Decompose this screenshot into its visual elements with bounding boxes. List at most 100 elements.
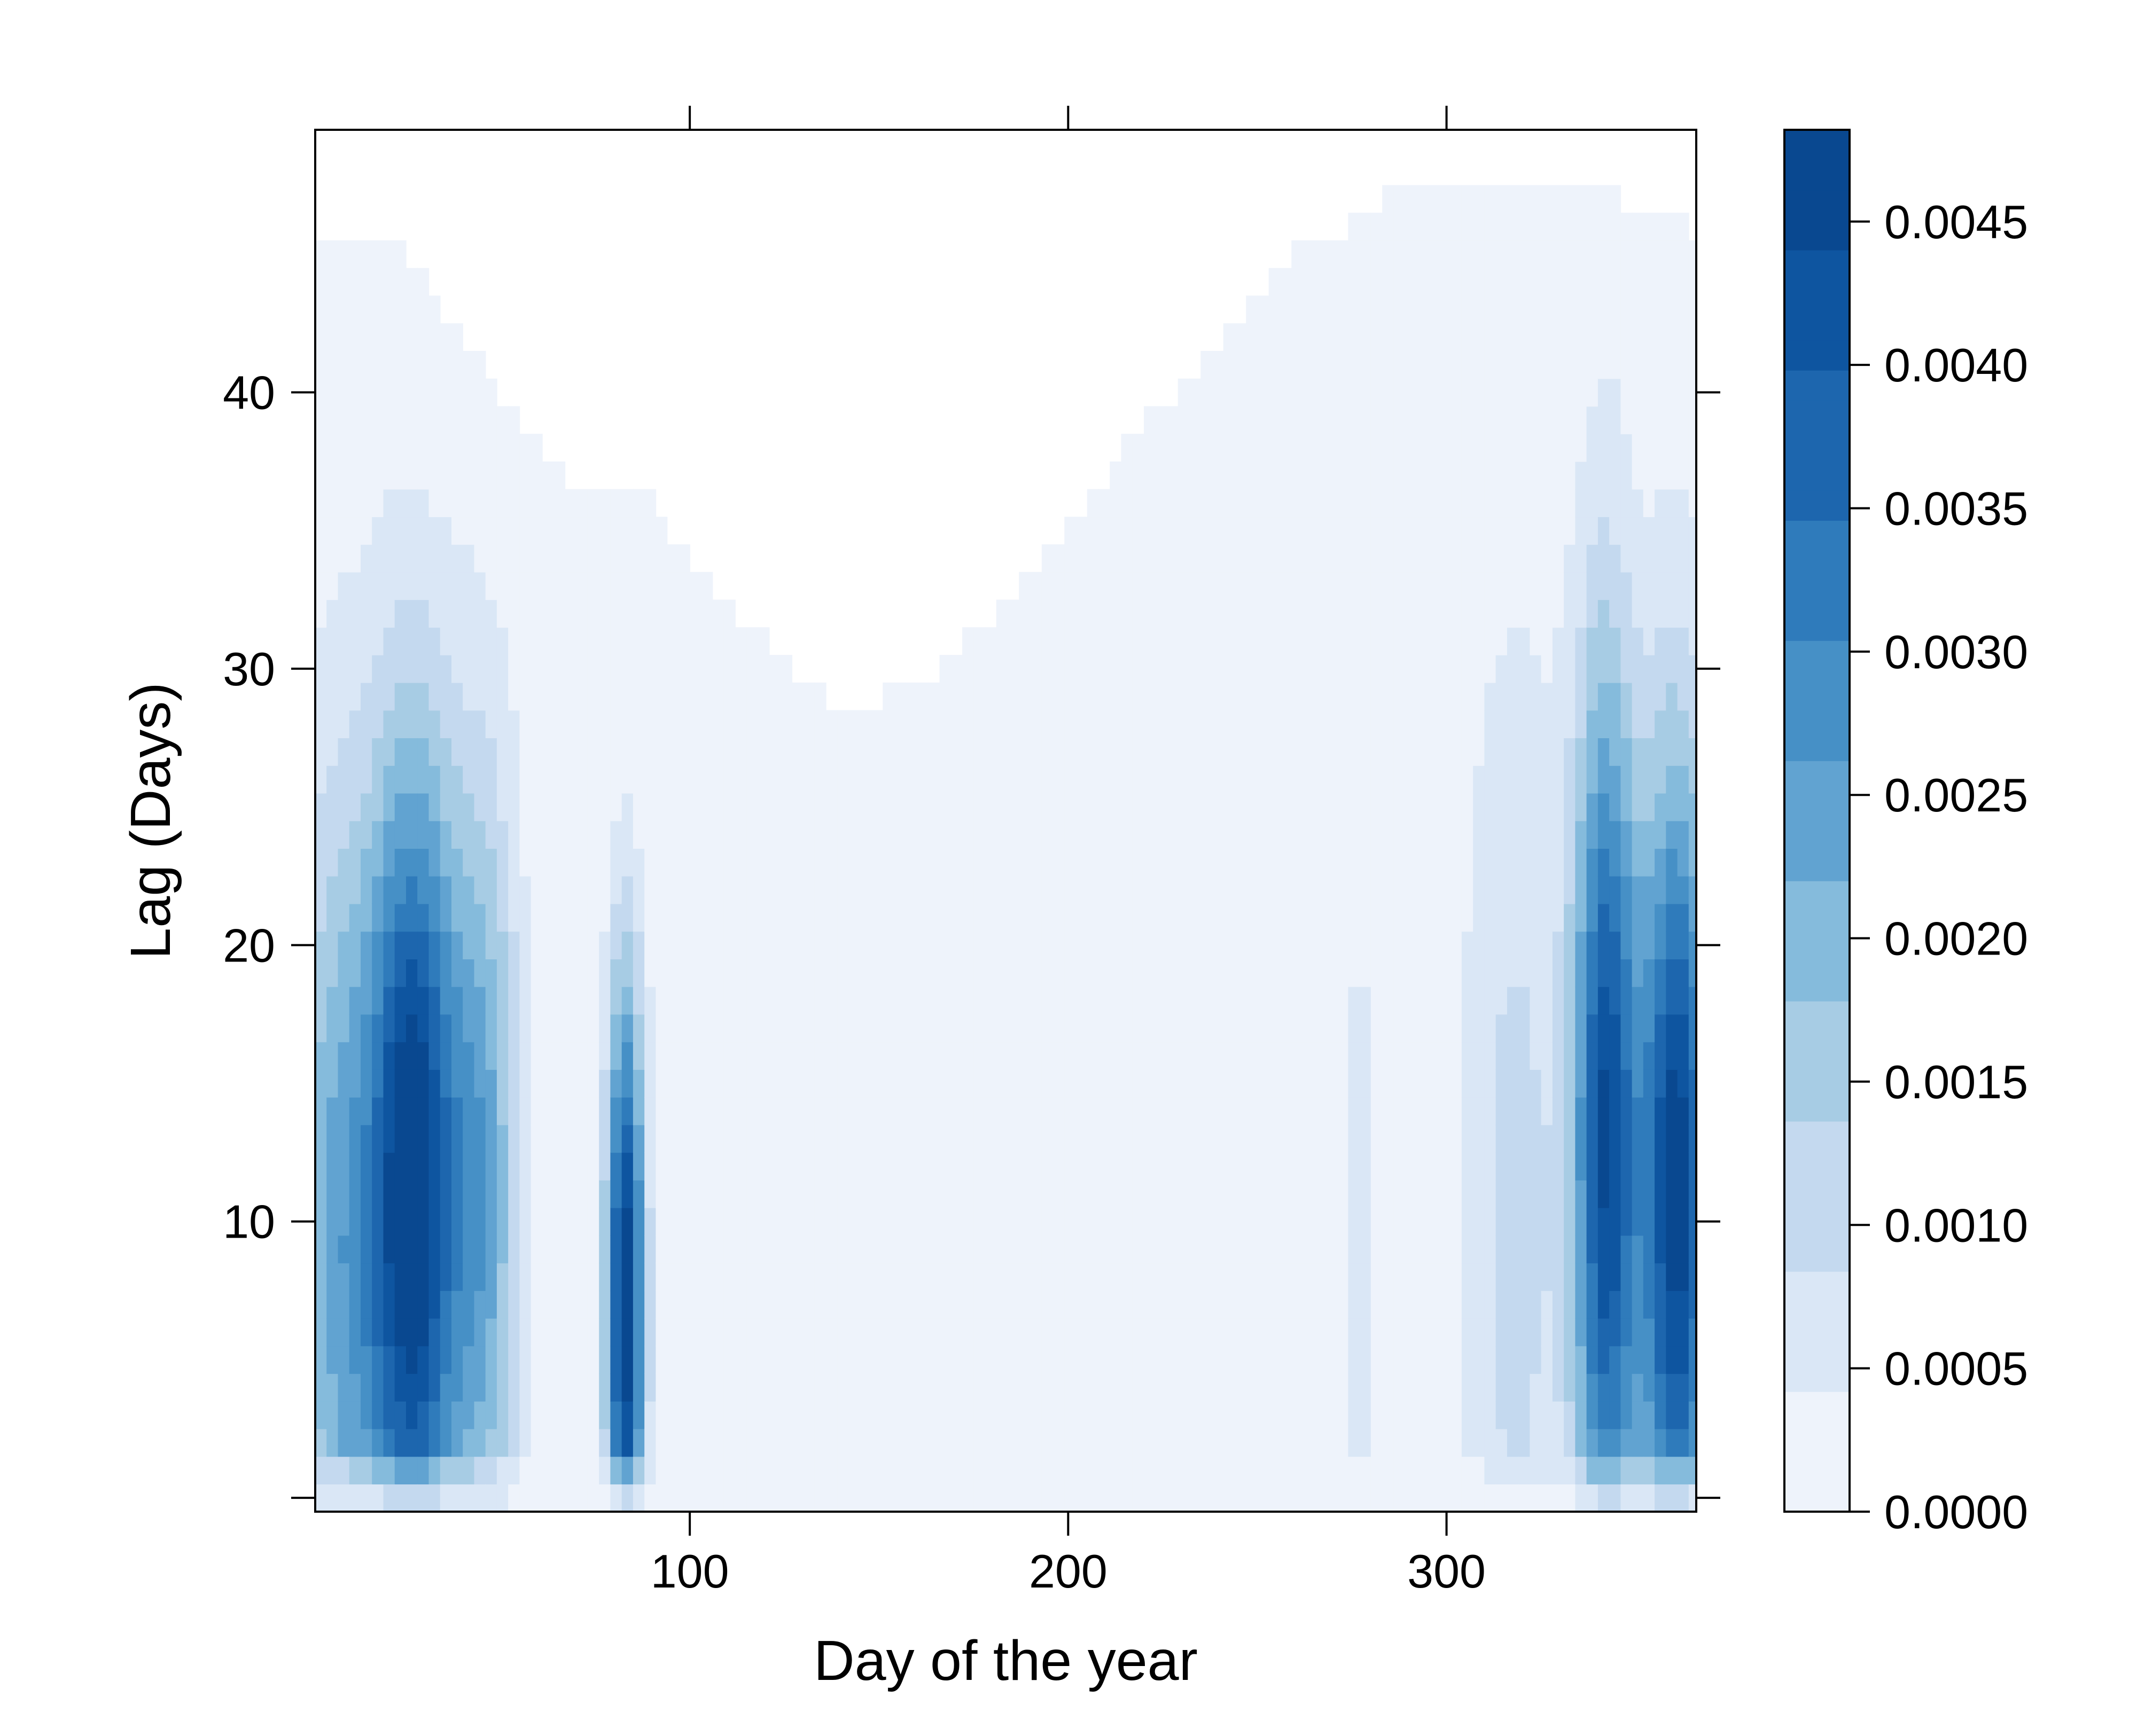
heat-cell: [553, 959, 566, 987]
heat-cell: [1325, 1180, 1337, 1208]
heat-cell: [917, 1097, 929, 1125]
heat-cell: [417, 1180, 430, 1208]
heat-cell: [361, 295, 372, 324]
heat-cell: [1359, 1097, 1371, 1125]
heat-cell: [383, 1014, 395, 1043]
heat-cell: [1246, 544, 1258, 573]
heat-cell: [417, 350, 430, 379]
heat-cell: [1280, 1097, 1292, 1125]
heat-cell: [1461, 1152, 1473, 1180]
heat-cell: [1337, 627, 1349, 655]
heat-cell: [1200, 820, 1213, 849]
heat-cell: [315, 738, 327, 766]
heat-cell: [1223, 1042, 1235, 1070]
colorbar-swatch: [1784, 1331, 1850, 1362]
heat-cell: [406, 903, 418, 932]
heat-cell: [1428, 599, 1440, 628]
heat-cell: [735, 986, 747, 1015]
heat-cell: [1507, 1207, 1519, 1236]
heat-cell: [1348, 323, 1360, 351]
heat-cell: [463, 627, 475, 655]
heat-cell: [1064, 1235, 1077, 1264]
heat-cell: [1064, 876, 1077, 904]
heat-cell: [701, 959, 713, 987]
heat-cell: [1337, 1456, 1349, 1484]
heat-cell: [1655, 655, 1667, 683]
heat-cell: [496, 655, 509, 683]
heat-cell: [1200, 1180, 1213, 1208]
heat-cell: [1439, 1124, 1451, 1153]
heat-cell: [712, 876, 724, 904]
heat-cell: [1507, 378, 1519, 407]
heat-cell: [406, 295, 418, 324]
heat-cell: [440, 1484, 452, 1512]
heat-cell: [1393, 1124, 1406, 1153]
heat-cell: [735, 1346, 747, 1374]
heat-cell: [883, 876, 895, 904]
heat-cell: [326, 295, 339, 324]
heat-cell: [1688, 1097, 1697, 1125]
heat-cell: [758, 1318, 770, 1347]
heat-cell: [678, 1373, 690, 1402]
heat-cell: [644, 1484, 657, 1512]
heat-cell: [372, 931, 384, 959]
heat-cell: [769, 1097, 781, 1125]
heat-cell: [440, 378, 452, 407]
heat-cell: [1632, 544, 1644, 573]
heat-cell: [1064, 959, 1077, 987]
heat-cell: [678, 1069, 690, 1098]
heat-cell: [315, 1373, 327, 1402]
heat-cell: [973, 848, 986, 877]
heat-cell: [565, 1180, 577, 1208]
heat-cell: [1428, 489, 1440, 518]
heat-cell: [758, 1484, 770, 1512]
heat-cell: [905, 1152, 917, 1180]
heat-cell: [1053, 1346, 1065, 1374]
heat-cell: [576, 1042, 588, 1070]
heat-cell: [1075, 1207, 1088, 1236]
heat-cell: [1597, 406, 1610, 434]
heat-cell: [463, 378, 475, 407]
heat-cell: [1144, 1207, 1156, 1236]
heat-cell: [1632, 517, 1644, 545]
heat-cell: [723, 1014, 736, 1043]
heat-cell: [1110, 489, 1122, 518]
heat-cell: [1575, 1042, 1587, 1070]
heat-cell: [1098, 903, 1110, 932]
heat-cell: [565, 655, 577, 683]
heat-cell: [860, 1014, 872, 1043]
heat-cell: [1450, 793, 1462, 822]
heat-cell: [496, 903, 509, 932]
heat-cell: [496, 1042, 509, 1070]
heat-cell: [1325, 1042, 1337, 1070]
heat-cell: [1337, 378, 1349, 407]
heat-cell: [826, 710, 838, 738]
heat-cell: [1359, 1373, 1371, 1402]
colorbar-swatch: [1784, 370, 1850, 401]
heat-cell: [962, 1401, 974, 1429]
heat-cell: [1495, 682, 1508, 711]
heat-cell: [1325, 1069, 1337, 1098]
heat-cell: [417, 710, 430, 738]
heat-cell: [1041, 1428, 1054, 1457]
heat-cell: [678, 765, 690, 794]
heat-cell: [1166, 1373, 1179, 1402]
heat-cell: [1189, 1180, 1201, 1208]
heat-cell: [1041, 820, 1054, 849]
heat-cell: [383, 931, 395, 959]
heat-cell: [1144, 765, 1156, 794]
heat-cell: [1620, 876, 1633, 904]
heat-cell: [406, 350, 418, 379]
heat-cell: [428, 434, 441, 462]
heat-cell: [1416, 765, 1428, 794]
heat-cell: [576, 903, 588, 932]
heat-cell: [1575, 378, 1587, 407]
heat-cell: [883, 1124, 895, 1153]
heat-cell: [792, 1401, 804, 1429]
heat-cell: [1325, 1456, 1337, 1484]
heat-cell: [1075, 572, 1088, 600]
heat-cell: [496, 820, 509, 849]
heat-cell: [723, 931, 736, 959]
heat-cell: [361, 655, 372, 683]
heat-cell: [587, 1097, 599, 1125]
